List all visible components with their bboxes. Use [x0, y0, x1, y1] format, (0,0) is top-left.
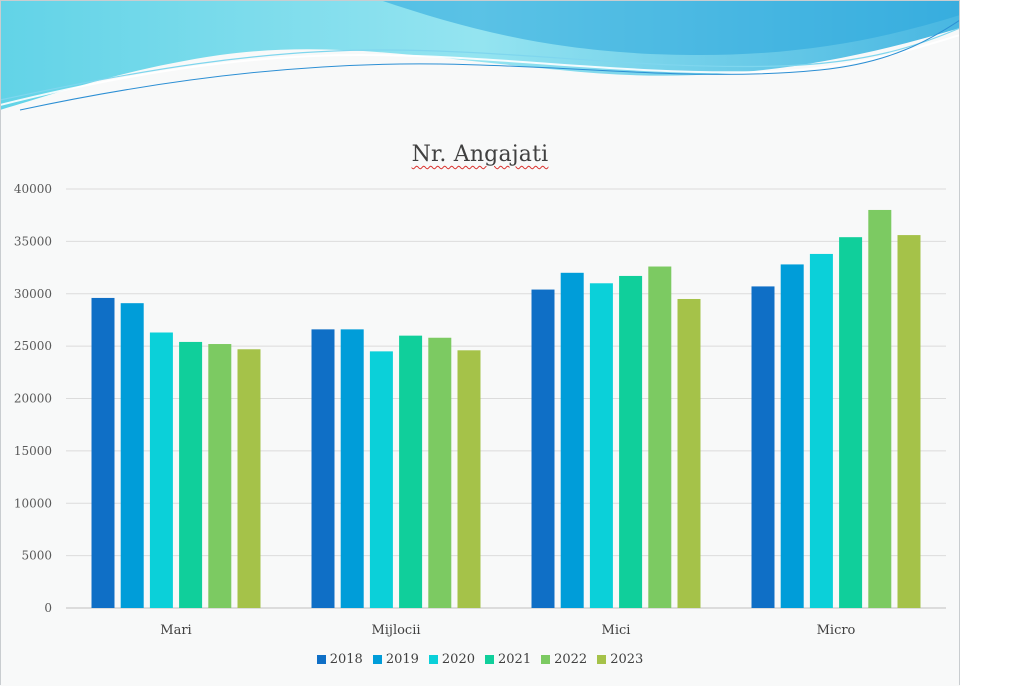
y-tick-label: 25000 — [14, 339, 52, 353]
legend-label: 2018 — [329, 652, 363, 667]
bar-mici-2018 — [531, 289, 555, 608]
bar-mari-2019 — [120, 303, 144, 608]
bar-mari-2018 — [91, 297, 115, 608]
legend-item-2020: 2020 — [428, 652, 475, 667]
legend-label: 2021 — [498, 652, 532, 667]
legend-label: 2023 — [610, 652, 644, 667]
legend-item-2022: 2022 — [541, 652, 587, 667]
bar-mici-2019 — [560, 272, 584, 608]
bar-chart: 0 5000 10000 15000 20000 25000 30000 35000 40000… — [14, 182, 946, 638]
bar-micro-2018 — [751, 286, 775, 608]
x-category-label: Mijlocii — [371, 623, 420, 638]
chart-title: Nr. Angajati — [0, 142, 960, 167]
y-tick-label: 15000 — [14, 444, 52, 458]
legend-swatch — [372, 655, 382, 664]
bar-mici-2022 — [648, 266, 672, 608]
decorative-wave-header — [0, 0, 960, 111]
y-tick-label: 35000 — [14, 234, 52, 248]
y-tick-label: 0 — [44, 601, 52, 615]
x-category-label: Mari — [160, 623, 191, 638]
y-tick-label: 20000 — [14, 392, 52, 406]
legend-swatch — [428, 655, 438, 664]
legend-label: 2020 — [441, 652, 475, 667]
bar-micro-2023 — [897, 235, 921, 608]
legend-label: 2019 — [385, 652, 419, 667]
bar-micro-2021 — [839, 237, 863, 608]
bar-mijlocii-2018 — [311, 329, 335, 608]
x-category-label: Mici — [602, 623, 631, 638]
bar-mici-2023 — [677, 298, 701, 608]
legend-swatch — [316, 655, 326, 664]
bar-mijlocii-2022 — [428, 337, 452, 608]
chart-title-text: Nr. Angajati — [411, 142, 549, 167]
y-tick-label: 5000 — [21, 549, 52, 563]
legend-item-2023: 2023 — [597, 652, 643, 667]
y-tick-label: 10000 — [14, 496, 52, 510]
x-category-label: Micro — [817, 623, 856, 638]
bar-micro-2022 — [868, 209, 892, 608]
legend-item-2018: 2018 — [316, 652, 363, 667]
bar-mici-2020 — [589, 283, 613, 608]
bar-mijlocii-2019 — [340, 329, 364, 608]
bar-mijlocii-2021 — [399, 335, 423, 608]
legend-label: 2022 — [554, 652, 588, 667]
bar-micro-2019 — [780, 264, 804, 608]
bar-mari-2023 — [237, 349, 261, 608]
y-tick-label: 30000 — [14, 287, 52, 301]
y-tick-label: 40000 — [14, 182, 52, 196]
legend-swatch — [541, 655, 551, 664]
bar-mari-2020 — [149, 332, 173, 608]
legend-swatch — [485, 655, 494, 664]
bar-mari-2021 — [179, 341, 203, 608]
bar-mici-2021 — [619, 275, 643, 608]
legend-item-2021: 2021 — [485, 652, 531, 667]
bar-mari-2022 — [208, 344, 232, 608]
bar-micro-2020 — [809, 253, 833, 608]
bar-mijlocii-2023 — [457, 350, 481, 608]
bar-mijlocii-2020 — [369, 351, 393, 608]
legend-item-2019: 2019 — [372, 652, 419, 667]
chart-legend: 2018 2019 2020 2021 2022 2023 — [0, 652, 960, 667]
slide: Nr. Angajati 0 5000 10000 15000 20000 25000 30… — [0, 0, 960, 686]
legend-swatch — [597, 655, 607, 664]
